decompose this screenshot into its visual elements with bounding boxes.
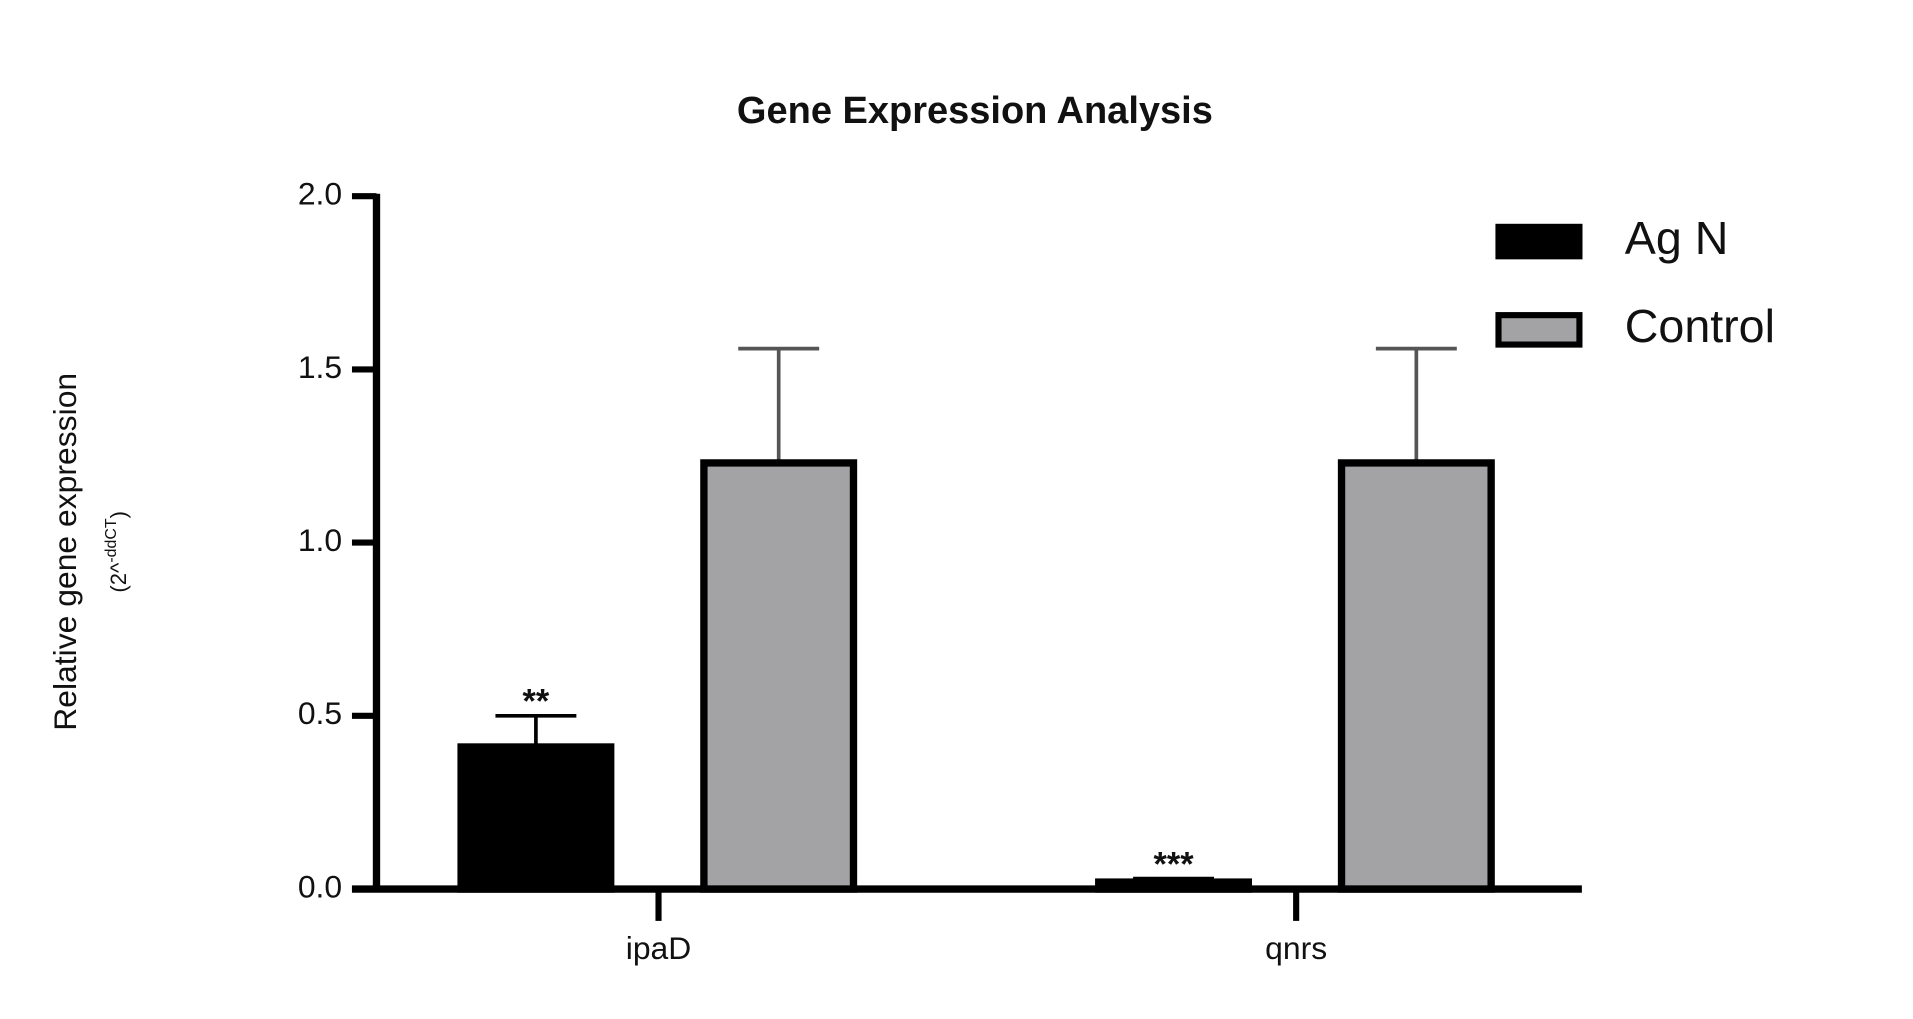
y-axis-unit-part: ) xyxy=(106,511,131,518)
y-tick-label: 1.5 xyxy=(298,349,342,385)
x-tick-label: ipaD xyxy=(626,930,692,966)
bar xyxy=(1095,878,1253,893)
y-axis-unit: (2^-ddCT) xyxy=(103,511,131,593)
y-axis-unit-part: (2^ xyxy=(106,562,131,593)
significance: *** xyxy=(1154,845,1195,883)
y-tick-label: 1.0 xyxy=(298,522,342,558)
y-tick-label: 0.0 xyxy=(298,868,342,904)
legend-label: Control xyxy=(1625,300,1775,352)
legend-swatch xyxy=(1495,312,1583,348)
chart-title: Gene Expression Analysis xyxy=(737,90,1213,132)
bar xyxy=(700,459,858,893)
legend-label: Ag N xyxy=(1625,212,1729,264)
significance: ** xyxy=(523,683,550,721)
y-tick-label: 0.5 xyxy=(298,695,342,731)
y-axis-label: Relative gene expression xyxy=(47,373,83,731)
y-axis-unit-part: -ddCT xyxy=(103,518,120,563)
bar xyxy=(1337,459,1495,893)
bar xyxy=(457,743,615,893)
legend-swatch xyxy=(1495,223,1583,260)
x-tick-label: qnrs xyxy=(1265,930,1327,966)
y-tick-label: 2.0 xyxy=(298,176,342,212)
